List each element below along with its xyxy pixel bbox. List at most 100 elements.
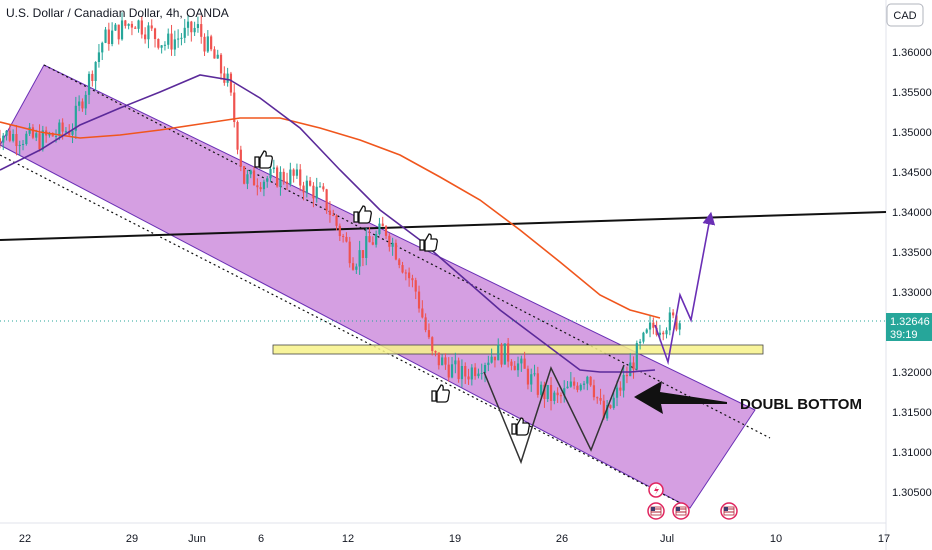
candle-body xyxy=(68,131,71,135)
candle-body xyxy=(94,62,97,82)
candle-body xyxy=(629,362,632,377)
candle-body xyxy=(625,374,629,377)
double-bottom-pattern[interactable] xyxy=(483,364,625,465)
candle-body xyxy=(163,44,167,46)
candle-body xyxy=(345,236,348,242)
candle-body xyxy=(295,169,299,176)
candle-body xyxy=(434,351,437,353)
candle-body xyxy=(612,397,615,408)
candle-body xyxy=(414,280,417,292)
candle-body xyxy=(371,242,374,245)
candle-body xyxy=(507,343,510,362)
candle-body xyxy=(635,343,638,370)
us-flag-event-icon[interactable] xyxy=(720,502,738,520)
channel-lower-dotted-line[interactable] xyxy=(0,154,691,509)
support-zone[interactable] xyxy=(272,344,764,355)
price-axis[interactable]: 1.36000 1.35500 1.35000 1.34500 1.34000 1.335… xyxy=(892,47,932,499)
candle-body xyxy=(305,180,308,193)
us-flag-event-icon[interactable] xyxy=(647,502,665,520)
candle-body xyxy=(190,21,193,33)
candle-body xyxy=(408,272,411,279)
candle-body xyxy=(540,384,543,395)
candle-body xyxy=(246,174,249,184)
time-tick-label: 29 xyxy=(126,533,138,545)
ma-slow-line[interactable] xyxy=(0,117,661,319)
projection-path[interactable] xyxy=(654,211,716,366)
time-axis[interactable]: 22 29 Jun 6 12 19 26 Jul 10 17 xyxy=(19,533,890,545)
candle-body xyxy=(576,385,579,390)
currency-button-label[interactable]: CAD xyxy=(893,10,916,22)
candle-body xyxy=(91,73,94,82)
candle-body xyxy=(454,360,457,365)
candle-body xyxy=(61,122,64,132)
candle-body xyxy=(216,54,219,59)
candle-body xyxy=(566,386,569,389)
candle-body xyxy=(606,405,609,419)
candle-body xyxy=(173,39,176,50)
candle-body xyxy=(87,73,91,95)
candle-body xyxy=(401,265,404,273)
candle-body xyxy=(309,180,312,186)
candle-body xyxy=(111,30,114,45)
candle-body xyxy=(411,278,414,281)
lightning-event-icon[interactable] xyxy=(648,482,664,498)
candle-body xyxy=(546,385,549,400)
candle-body xyxy=(262,181,266,190)
candle-body xyxy=(503,343,506,365)
candle-body xyxy=(351,263,355,270)
candle-body xyxy=(464,366,467,377)
candle-body xyxy=(391,242,394,247)
price-tick-label: 1.35000 xyxy=(892,127,932,139)
candle-body xyxy=(25,133,28,145)
countdown-value: 39:19 xyxy=(890,329,918,341)
candle-body xyxy=(483,365,487,374)
candle-body xyxy=(328,210,332,215)
ma-fast-line[interactable] xyxy=(0,74,656,373)
candle-body xyxy=(266,178,269,182)
candle-body xyxy=(322,186,325,190)
candle-body xyxy=(599,398,602,401)
candle-body xyxy=(480,373,483,375)
double-bottom-arrow-icon[interactable] xyxy=(634,381,727,414)
candle-body xyxy=(144,34,147,40)
candle-body xyxy=(520,358,523,364)
candle-body xyxy=(279,171,282,187)
candle-body xyxy=(249,170,252,175)
candle-body xyxy=(404,272,407,274)
price-tick-label: 1.35500 xyxy=(892,87,932,99)
candle-body xyxy=(200,24,203,37)
candle-body xyxy=(48,133,51,136)
time-tick-label: Jul xyxy=(660,533,674,545)
candle-body xyxy=(665,330,668,335)
candle-body xyxy=(543,384,546,400)
resistance-line[interactable] xyxy=(0,211,887,241)
candle-body xyxy=(437,352,440,366)
candle-body xyxy=(325,189,328,211)
candle-body xyxy=(615,387,619,398)
candle-body xyxy=(477,373,480,377)
us-flag-event-icon[interactable] xyxy=(672,502,690,520)
price-tick-label: 1.34000 xyxy=(892,207,932,219)
channel-upper-dotted-line[interactable] xyxy=(43,64,771,439)
candle-body xyxy=(150,25,153,29)
double-bottom-label[interactable]: DOUBL BOTTOM xyxy=(740,396,862,413)
candle-body xyxy=(177,38,180,40)
candle-body xyxy=(424,317,427,331)
candle-body xyxy=(120,20,124,40)
price-tick-label: 1.32000 xyxy=(892,367,932,379)
candle-body xyxy=(210,36,213,50)
price-tick-label: 1.34500 xyxy=(892,167,932,179)
time-tick-label: 12 xyxy=(342,533,354,545)
currency-button[interactable] xyxy=(886,3,924,27)
candle-body xyxy=(510,361,513,366)
candle-body xyxy=(530,374,533,385)
candle-body xyxy=(338,225,341,237)
candle-body xyxy=(28,127,31,134)
descending-channel[interactable] xyxy=(0,64,756,509)
time-tick-label: 22 xyxy=(19,533,31,545)
thumbs-up-icon xyxy=(511,417,530,436)
candle-body xyxy=(388,235,391,247)
candle-body xyxy=(490,356,493,363)
candle-body xyxy=(609,405,612,408)
